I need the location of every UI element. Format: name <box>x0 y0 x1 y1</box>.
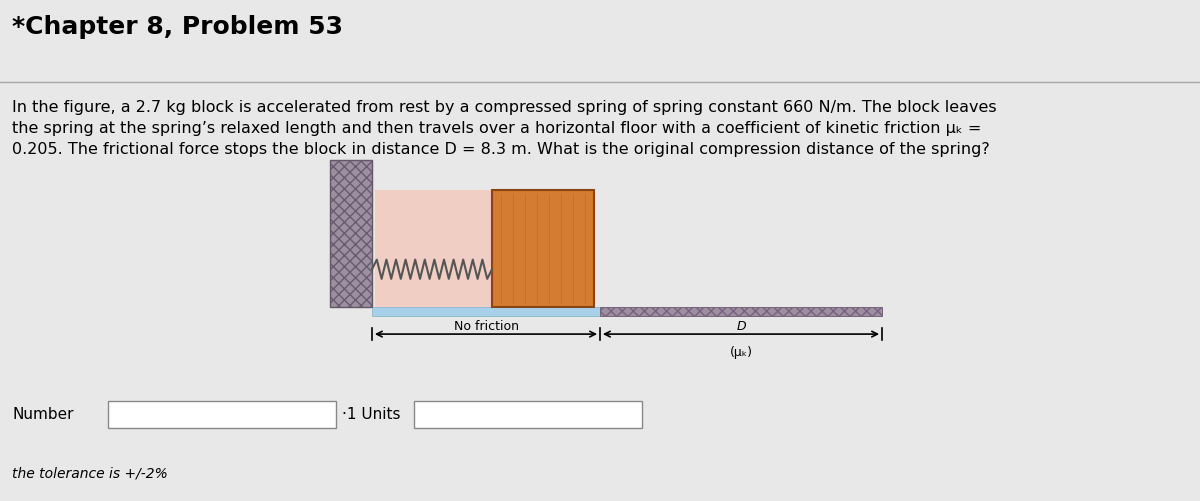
Bar <box>492 190 594 307</box>
Bar <box>330 161 372 307</box>
Text: Number: Number <box>12 406 73 421</box>
Text: *Chapter 8, Problem 53: *Chapter 8, Problem 53 <box>12 15 343 39</box>
Text: No friction: No friction <box>454 319 518 332</box>
Text: D: D <box>736 319 746 332</box>
Text: In the figure, a 2.7 kg block is accelerated from rest by a compressed spring of: In the figure, a 2.7 kg block is acceler… <box>12 100 997 157</box>
Bar <box>372 307 600 317</box>
FancyBboxPatch shape <box>108 401 336 428</box>
Bar <box>600 307 882 317</box>
FancyBboxPatch shape <box>414 401 642 428</box>
Text: ·1 Units: ·1 Units <box>342 406 401 421</box>
Bar <box>330 161 372 307</box>
Text: the tolerance is +/-2%: the tolerance is +/-2% <box>12 466 168 480</box>
Bar <box>374 190 498 307</box>
Text: (μₖ): (μₖ) <box>730 345 752 358</box>
Bar <box>600 307 882 317</box>
